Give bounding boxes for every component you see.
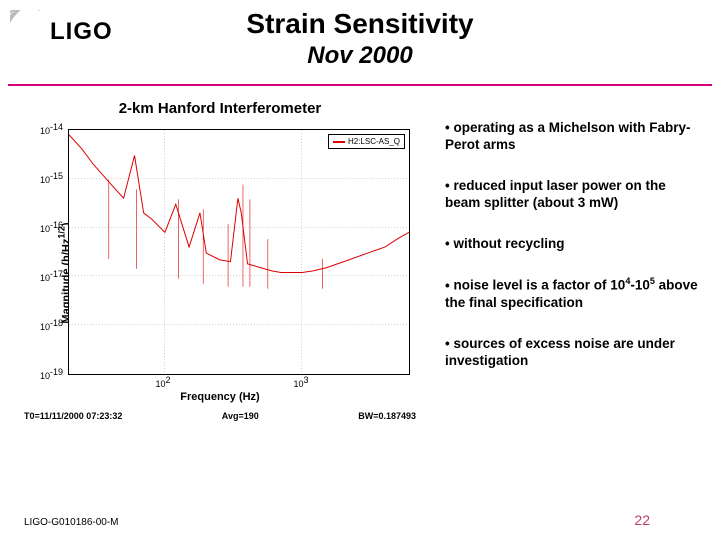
divider (8, 84, 712, 86)
chart-svg (69, 130, 409, 374)
content-area: 2-km Hanford Interferometer Magnitude (h… (20, 100, 700, 500)
xtick: 102 (155, 375, 170, 389)
bullet-item: without recycling (445, 236, 700, 253)
ytick: 10-14 (40, 122, 63, 136)
ytick: 10-15 (40, 171, 63, 185)
strain-chart: Magnitude (h/Hz1/2) Frequency (Hz) 10-14… (20, 123, 420, 423)
x-axis-label: Frequency (Hz) (180, 391, 259, 403)
footer-bw: BW=0.187493 (358, 411, 416, 421)
legend-swatch-icon (333, 141, 345, 143)
ytick: 10-19 (40, 367, 63, 381)
chart-column: 2-km Hanford Interferometer Magnitude (h… (20, 100, 420, 423)
bullets-column: operating as a Michelson with Fabry-Pero… (445, 120, 700, 393)
strain-curve (69, 135, 409, 273)
xtick: 103 (293, 375, 308, 389)
ytick: 10-17 (40, 269, 63, 283)
page-subtitle: Nov 2000 (0, 42, 720, 70)
bullet-item: noise level is a factor of 104-105 above… (445, 276, 700, 311)
legend-label: H2:LSC-AS_Q (348, 137, 400, 146)
chart-footer: T0=11/11/2000 07:23:32 Avg=190 BW=0.1874… (20, 411, 420, 421)
grid (69, 130, 409, 374)
title-block: Strain Sensitivity Nov 2000 (0, 8, 720, 70)
page-number: 22 (634, 512, 650, 528)
bullet-item: operating as a Michelson with Fabry-Pero… (445, 120, 700, 154)
chart-legend: H2:LSC-AS_Q (328, 134, 405, 149)
bullet-item: reduced input laser power on the beam sp… (445, 178, 700, 212)
page-title: Strain Sensitivity (0, 8, 720, 40)
footer-t0: T0=11/11/2000 07:23:32 (24, 411, 122, 421)
ytick: 10-18 (40, 318, 63, 332)
ytick: 10-16 (40, 220, 63, 234)
plot-area: H2:LSC-AS_Q (68, 129, 410, 375)
chart-heading: 2-km Hanford Interferometer (20, 100, 420, 117)
footer-avg: Avg=190 (222, 411, 259, 421)
bullet-item: sources of excess noise are under invest… (445, 336, 700, 370)
doc-id: LIGO-G010186-00-M (24, 517, 119, 528)
